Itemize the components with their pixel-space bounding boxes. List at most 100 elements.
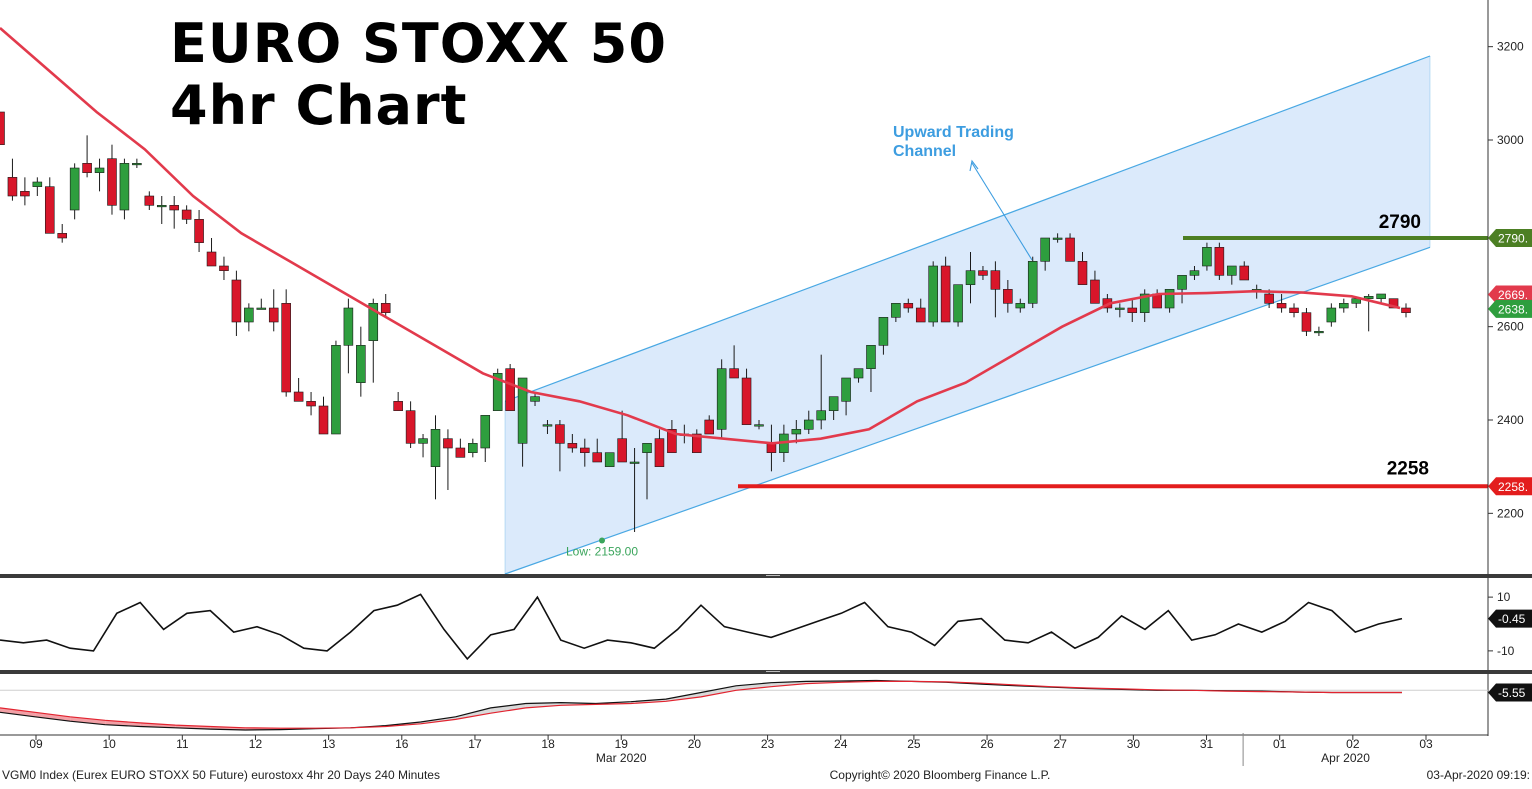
candle-body <box>730 369 739 378</box>
date-tick-label: 03 <box>1419 737 1433 751</box>
candle-body <box>282 303 291 392</box>
candle-body <box>1190 271 1199 276</box>
candle-body <box>1090 280 1099 303</box>
candle-body <box>866 345 875 368</box>
candle-body <box>232 280 241 322</box>
osc1-tag-text: -0.45 <box>1498 612 1526 626</box>
candle-body <box>1115 308 1124 310</box>
date-tick-label: 10 <box>102 737 116 751</box>
candle <box>0 112 4 145</box>
candle-body <box>1078 261 1087 284</box>
candle-body <box>705 420 714 434</box>
candle-body <box>829 397 838 411</box>
candle-body <box>655 439 664 467</box>
candle-body <box>1178 275 1187 289</box>
candle-body <box>1302 313 1311 332</box>
candle-body <box>394 401 403 410</box>
candle-body <box>244 308 253 322</box>
candle-body <box>555 425 564 444</box>
date-tick-label: 20 <box>688 737 702 751</box>
candle-body <box>1314 331 1323 333</box>
candle <box>331 341 340 434</box>
candle-body <box>219 266 228 271</box>
candle-body <box>1128 308 1137 313</box>
candle-body <box>580 448 589 453</box>
price-tick-label: 2200 <box>1497 506 1524 520</box>
candle-body <box>605 453 614 467</box>
candle-body <box>269 308 278 322</box>
candle-body <box>954 285 963 322</box>
candle-body <box>468 443 477 452</box>
candle-body <box>1202 247 1211 266</box>
candle <box>1028 257 1037 308</box>
price-tick-label: 3000 <box>1497 133 1524 147</box>
date-tick-label: 17 <box>468 737 482 751</box>
month-label: Apr 2020 <box>1321 751 1370 765</box>
candle-body <box>0 112 4 145</box>
price-tick-label: 2400 <box>1497 413 1524 427</box>
date-tick-label: 26 <box>980 737 994 751</box>
candle-body <box>941 266 950 322</box>
candle-body <box>406 411 415 444</box>
candle-body <box>207 252 216 266</box>
candle-body <box>755 425 764 427</box>
candle-body <box>356 345 365 382</box>
candle-body <box>506 369 515 411</box>
candle-body <box>120 163 129 210</box>
candle-body <box>568 443 577 448</box>
candle-body <box>879 317 888 345</box>
osc2-tag-text: -5.55 <box>1498 686 1526 700</box>
channel-label-line1: Upward Trading <box>893 124 1014 141</box>
candle-body <box>817 411 826 420</box>
candle-body <box>1066 238 1075 261</box>
chart-title: EURO STOXX 50 <box>170 14 667 74</box>
candle-body <box>33 182 42 187</box>
candle-body <box>916 308 925 322</box>
candle-body <box>1016 303 1025 308</box>
candle-body <box>58 233 67 238</box>
footer-right: 03-Apr-2020 09:19: <box>1427 768 1530 782</box>
price-tick-label: 3200 <box>1497 40 1524 54</box>
candle <box>941 257 950 322</box>
candle-body <box>45 187 54 234</box>
resistance-tag: 2790. <box>1488 229 1532 247</box>
resistance-tag-text: 2790. <box>1498 232 1528 246</box>
candle-body <box>170 205 179 210</box>
last-price-tag-1: 2638. <box>1488 300 1532 318</box>
candle-body <box>1265 294 1274 303</box>
date-tick-label: 02 <box>1346 737 1360 751</box>
footer-left: VGM0 Index (Eurex EURO STOXX 50 Future) … <box>2 768 440 782</box>
date-tick-label: 19 <box>615 737 629 751</box>
candle-body <box>991 271 1000 290</box>
candle-body <box>1240 266 1249 280</box>
date-tick-label: 01 <box>1273 737 1287 751</box>
candle-body <box>891 303 900 317</box>
candle-body <box>1215 247 1224 275</box>
candle-body <box>481 415 490 448</box>
footer-center: Copyright© 2020 Bloomberg Finance L.P. <box>830 768 1051 782</box>
candle-body <box>1277 303 1286 308</box>
candle-body <box>83 163 92 172</box>
candle-body <box>643 443 652 452</box>
osc1-tick-label: -10 <box>1497 644 1515 658</box>
candle-body <box>742 378 751 425</box>
candle-body <box>70 168 79 210</box>
support-tag: 2258. <box>1488 477 1532 495</box>
candle-body <box>132 163 141 165</box>
date-tick-label: 18 <box>541 737 555 751</box>
candle-body <box>1290 308 1299 313</box>
candle-body <box>630 462 639 464</box>
date-tick-label: 11 <box>176 737 189 751</box>
date-tick-label: 23 <box>761 737 775 751</box>
candle-body <box>456 448 465 457</box>
candle-body <box>157 205 166 207</box>
candle-body <box>431 429 440 466</box>
candle-body <box>419 439 428 444</box>
candle-body <box>1165 289 1174 308</box>
candle-body <box>381 303 390 312</box>
candle-body <box>543 425 552 427</box>
candle-body <box>1028 261 1037 303</box>
candle-body <box>792 429 801 434</box>
candle <box>493 369 502 411</box>
